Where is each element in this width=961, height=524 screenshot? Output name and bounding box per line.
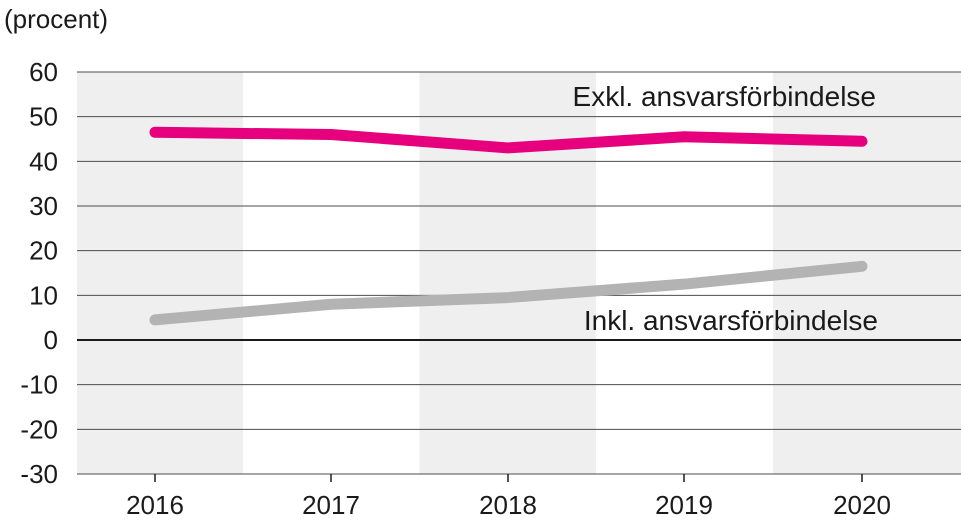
series-line-exkl	[149, 126, 868, 154]
y-tick-labels: 60 50 40 30 20 10 0 -10 -20 -30	[20, 57, 58, 489]
gridlines	[77, 71, 961, 475]
series-lines	[149, 126, 868, 326]
y-tick-label: -20	[20, 414, 58, 444]
column-band	[419, 72, 596, 474]
x-tick-label: 2017	[302, 490, 360, 520]
y-tick-label: 10	[29, 280, 58, 310]
y-tick-label: 40	[29, 146, 58, 176]
x-tick-marks	[154, 474, 863, 482]
y-tick-label: -30	[20, 459, 58, 489]
x-tick-labels: 2016 2017 2018 2019 2020	[126, 490, 891, 520]
y-tick-label: 0	[44, 325, 58, 355]
y-tick-label: 50	[29, 102, 58, 132]
series-line-inkl	[149, 260, 868, 326]
y-axis-unit-label: (procent)	[4, 4, 108, 34]
column-band	[77, 72, 243, 474]
series-label-exkl: Exkl. ansvarsförbindelse	[573, 81, 876, 112]
x-tick-label: 2020	[833, 490, 891, 520]
series-label-inkl: Inkl. ansvarsförbindelse	[584, 305, 878, 336]
y-tick-label: 20	[29, 236, 58, 266]
x-tick-label: 2018	[479, 490, 537, 520]
y-tick-label: 30	[29, 191, 58, 221]
y-tick-label: -10	[20, 370, 58, 400]
x-tick-label: 2019	[655, 490, 713, 520]
y-tick-label: 60	[29, 57, 58, 87]
x-tick-label: 2016	[126, 490, 184, 520]
